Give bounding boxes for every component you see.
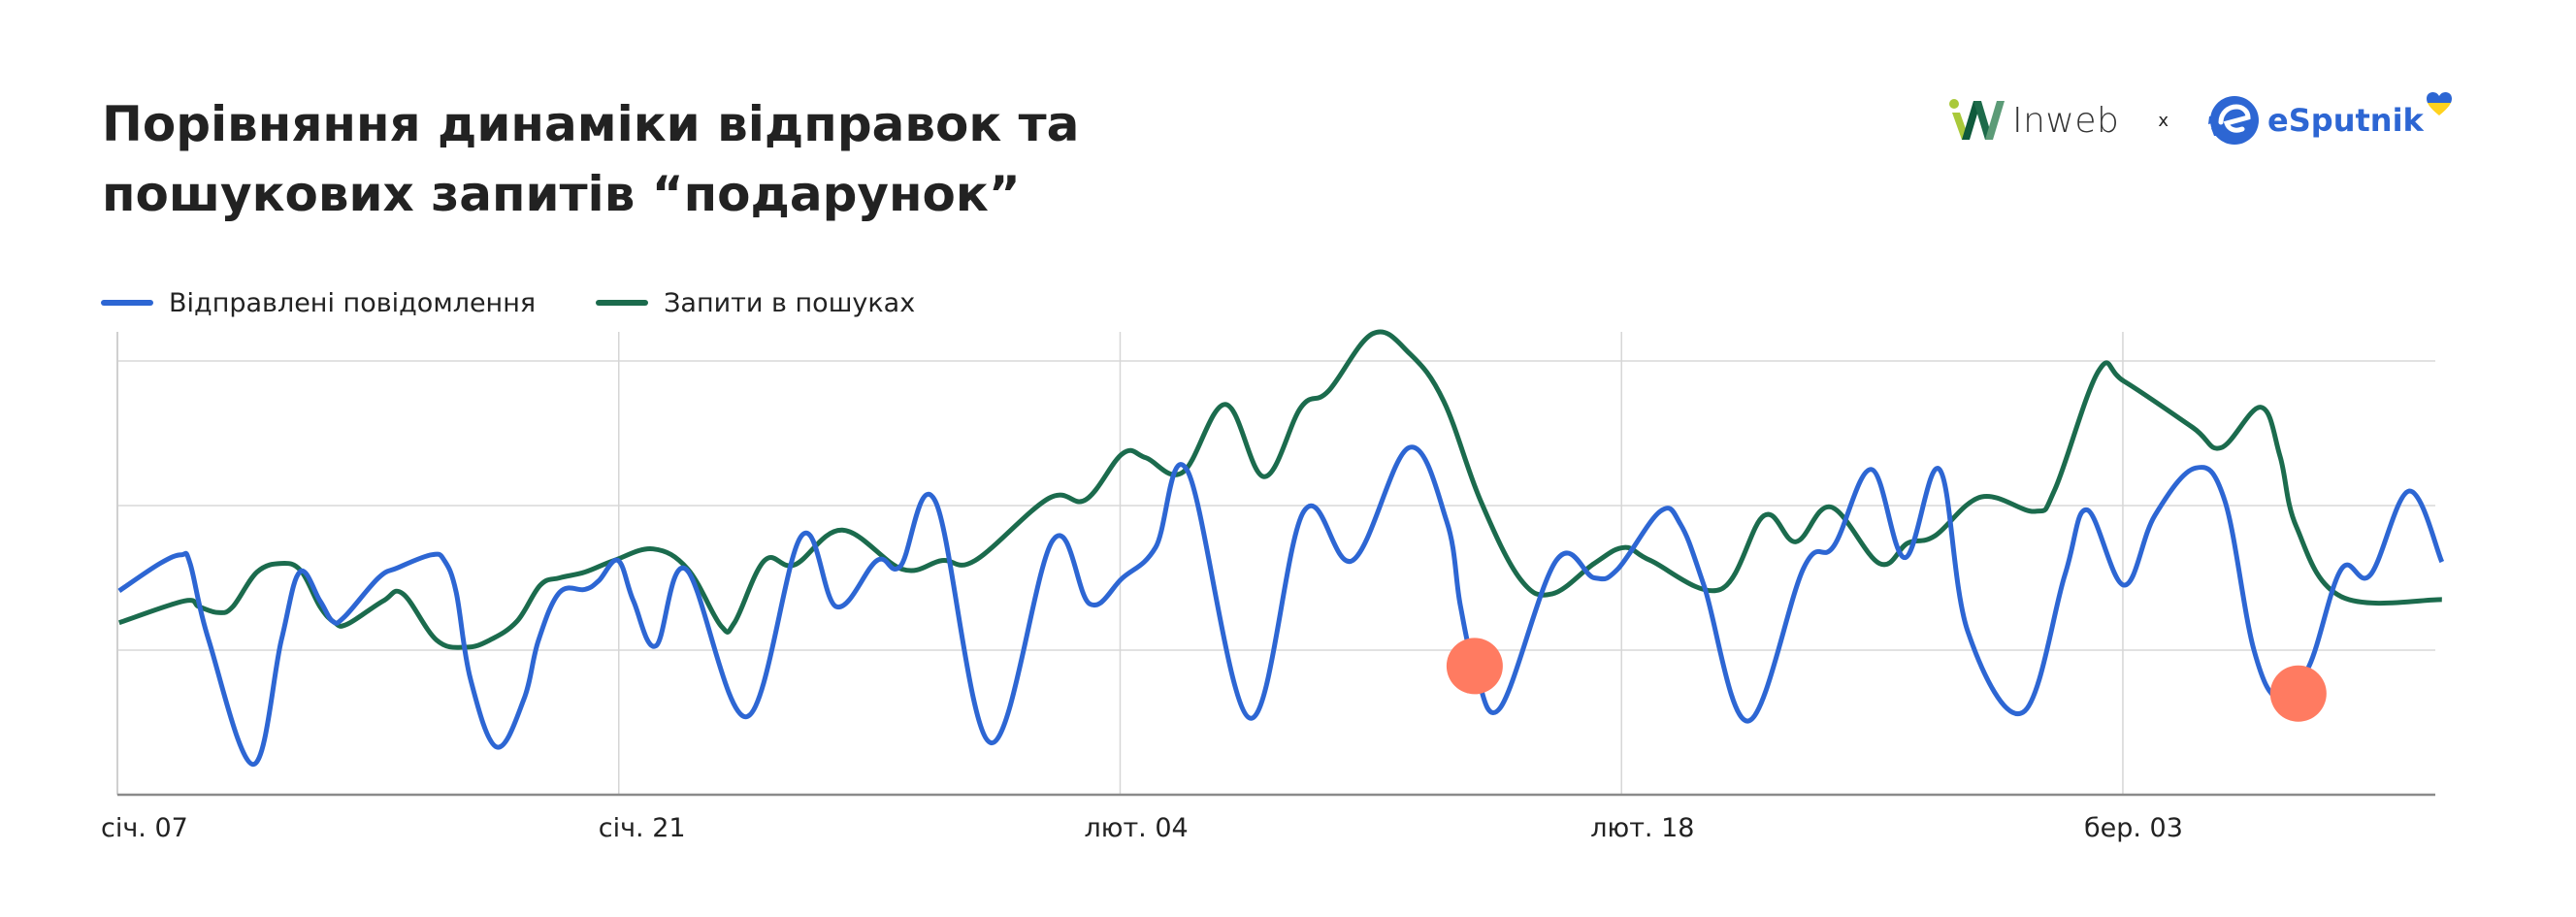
x-axis-label: січ. 07 — [101, 813, 188, 843]
chart-title: Порівняння динаміки відправок та пошуков… — [102, 89, 1460, 229]
chart-title-line-1: Порівняння динаміки відправок та — [102, 96, 1080, 152]
legend-label-sent: Відправлені повідомлення — [169, 287, 537, 318]
x-axis-label: січ. 21 — [598, 813, 686, 843]
chart-legend: Відправлені повідомлення Запити в пошука… — [101, 283, 975, 322]
highlight-markers — [1446, 638, 2327, 722]
series-line-sent — [117, 444, 2445, 768]
x-axis-label: лют. 04 — [1084, 813, 1189, 843]
legend-label-search: Запити в пошуках — [664, 287, 916, 318]
highlight-dot — [1446, 638, 1503, 695]
ukraine-heart-icon — [2426, 92, 2452, 115]
esputnik-logo-text: eSputnik — [2267, 102, 2424, 139]
vertical-gridlines — [116, 332, 2124, 795]
legend-swatch-sent — [101, 300, 153, 306]
highlight-dot — [2269, 665, 2327, 722]
series-lines — [117, 329, 2445, 768]
inweb-logo-text: Inweb — [2012, 100, 2120, 141]
legend-swatch-search — [596, 300, 649, 306]
legend-item-search[interactable]: Запити в пошуках — [596, 288, 915, 318]
legend-item-sent[interactable]: Відправлені повідомлення — [101, 288, 536, 318]
esputnik-logo-icon — [2208, 96, 2260, 145]
x-axis-label: лют. 18 — [1590, 813, 1695, 843]
horizontal-gridlines — [117, 360, 2435, 651]
logo-separator: x — [2158, 110, 2169, 131]
series-line-search — [118, 329, 2442, 650]
chart-title-line-2: пошукових запитів “подарунок” — [102, 166, 1021, 222]
inweb-logo-icon — [1949, 99, 2005, 140]
partner-logos: Inweb x eSputnik — [1948, 92, 2453, 147]
x-axis-label: бер. 03 — [2083, 813, 2183, 843]
